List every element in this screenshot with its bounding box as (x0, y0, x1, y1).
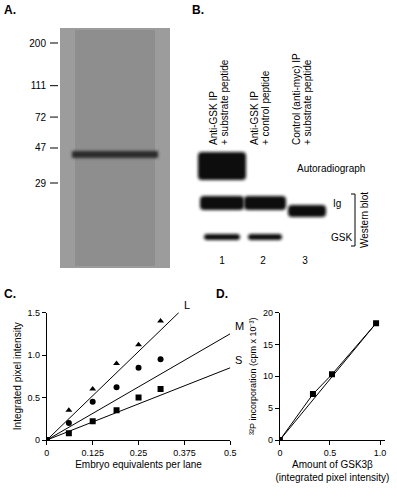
svg-text:³²P incorporation (cpm x 10⁻³): ³²P incorporation (cpm x 10⁻³) (248, 318, 258, 435)
svg-text:S: S (235, 354, 242, 366)
svg-text:0: 0 (44, 448, 49, 458)
svg-text:3: 3 (302, 255, 308, 266)
svg-text:Anti-GSK IP: Anti-GSK IP (249, 91, 260, 145)
svg-text:10: 10 (263, 371, 273, 381)
svg-text:15: 15 (263, 340, 273, 350)
svg-text:1.0: 1.0 (28, 350, 41, 360)
svg-text:2: 2 (260, 255, 266, 266)
svg-text:B.: B. (192, 3, 204, 17)
svg-text:1.0: 1.0 (374, 448, 387, 458)
svg-text:GSK: GSK (331, 232, 352, 243)
svg-text:111: 111 (31, 80, 47, 91)
svg-text:C.: C. (4, 287, 16, 301)
svg-text:Autoradiograph: Autoradiograph (297, 163, 365, 174)
svg-text:M: M (235, 320, 244, 332)
svg-text:L: L (184, 299, 190, 311)
svg-text:200: 200 (29, 38, 46, 49)
svg-text:47: 47 (35, 142, 47, 153)
svg-text:Ig: Ig (333, 198, 341, 209)
svg-text:0.5: 0.5 (324, 448, 337, 458)
svg-text:1.5: 1.5 (28, 308, 41, 318)
svg-text:5: 5 (268, 403, 273, 413)
svg-text:0.5: 0.5 (224, 448, 237, 458)
svg-text:0.125: 0.125 (81, 448, 104, 458)
svg-text:0: 0 (277, 448, 282, 458)
svg-text:Western blot: Western blot (359, 192, 370, 248)
svg-text:Integrated pixel intensity: Integrated pixel intensity (12, 322, 23, 430)
svg-text:Anti-GSK IP: Anti-GSK IP (208, 91, 219, 145)
svg-text:Amount of GSK3β(integrated pix: Amount of GSK3β(integrated pixel intensi… (276, 459, 390, 483)
svg-text:0: 0 (35, 435, 40, 445)
svg-text:29: 29 (35, 178, 47, 189)
svg-text:+ substrate peptide: + substrate peptide (302, 59, 313, 145)
svg-text:A.: A. (4, 3, 16, 17)
svg-text:20: 20 (263, 308, 273, 318)
svg-text:0.25: 0.25 (130, 448, 148, 458)
svg-text:D.: D. (216, 287, 228, 301)
svg-text:0.375: 0.375 (173, 448, 196, 458)
svg-text:Control (anti-myc) IP: Control (anti-myc) IP (291, 53, 302, 145)
svg-text:Embryo equivalents per lane: Embryo equivalents per lane (75, 459, 202, 470)
svg-text:+ control peptide: + control peptide (260, 70, 271, 145)
svg-text:0: 0 (268, 435, 273, 445)
svg-text:+ substrate peptide: + substrate peptide (219, 59, 230, 145)
svg-text:1: 1 (219, 255, 225, 266)
svg-text:0.5: 0.5 (28, 393, 41, 403)
svg-text:72: 72 (35, 112, 47, 123)
